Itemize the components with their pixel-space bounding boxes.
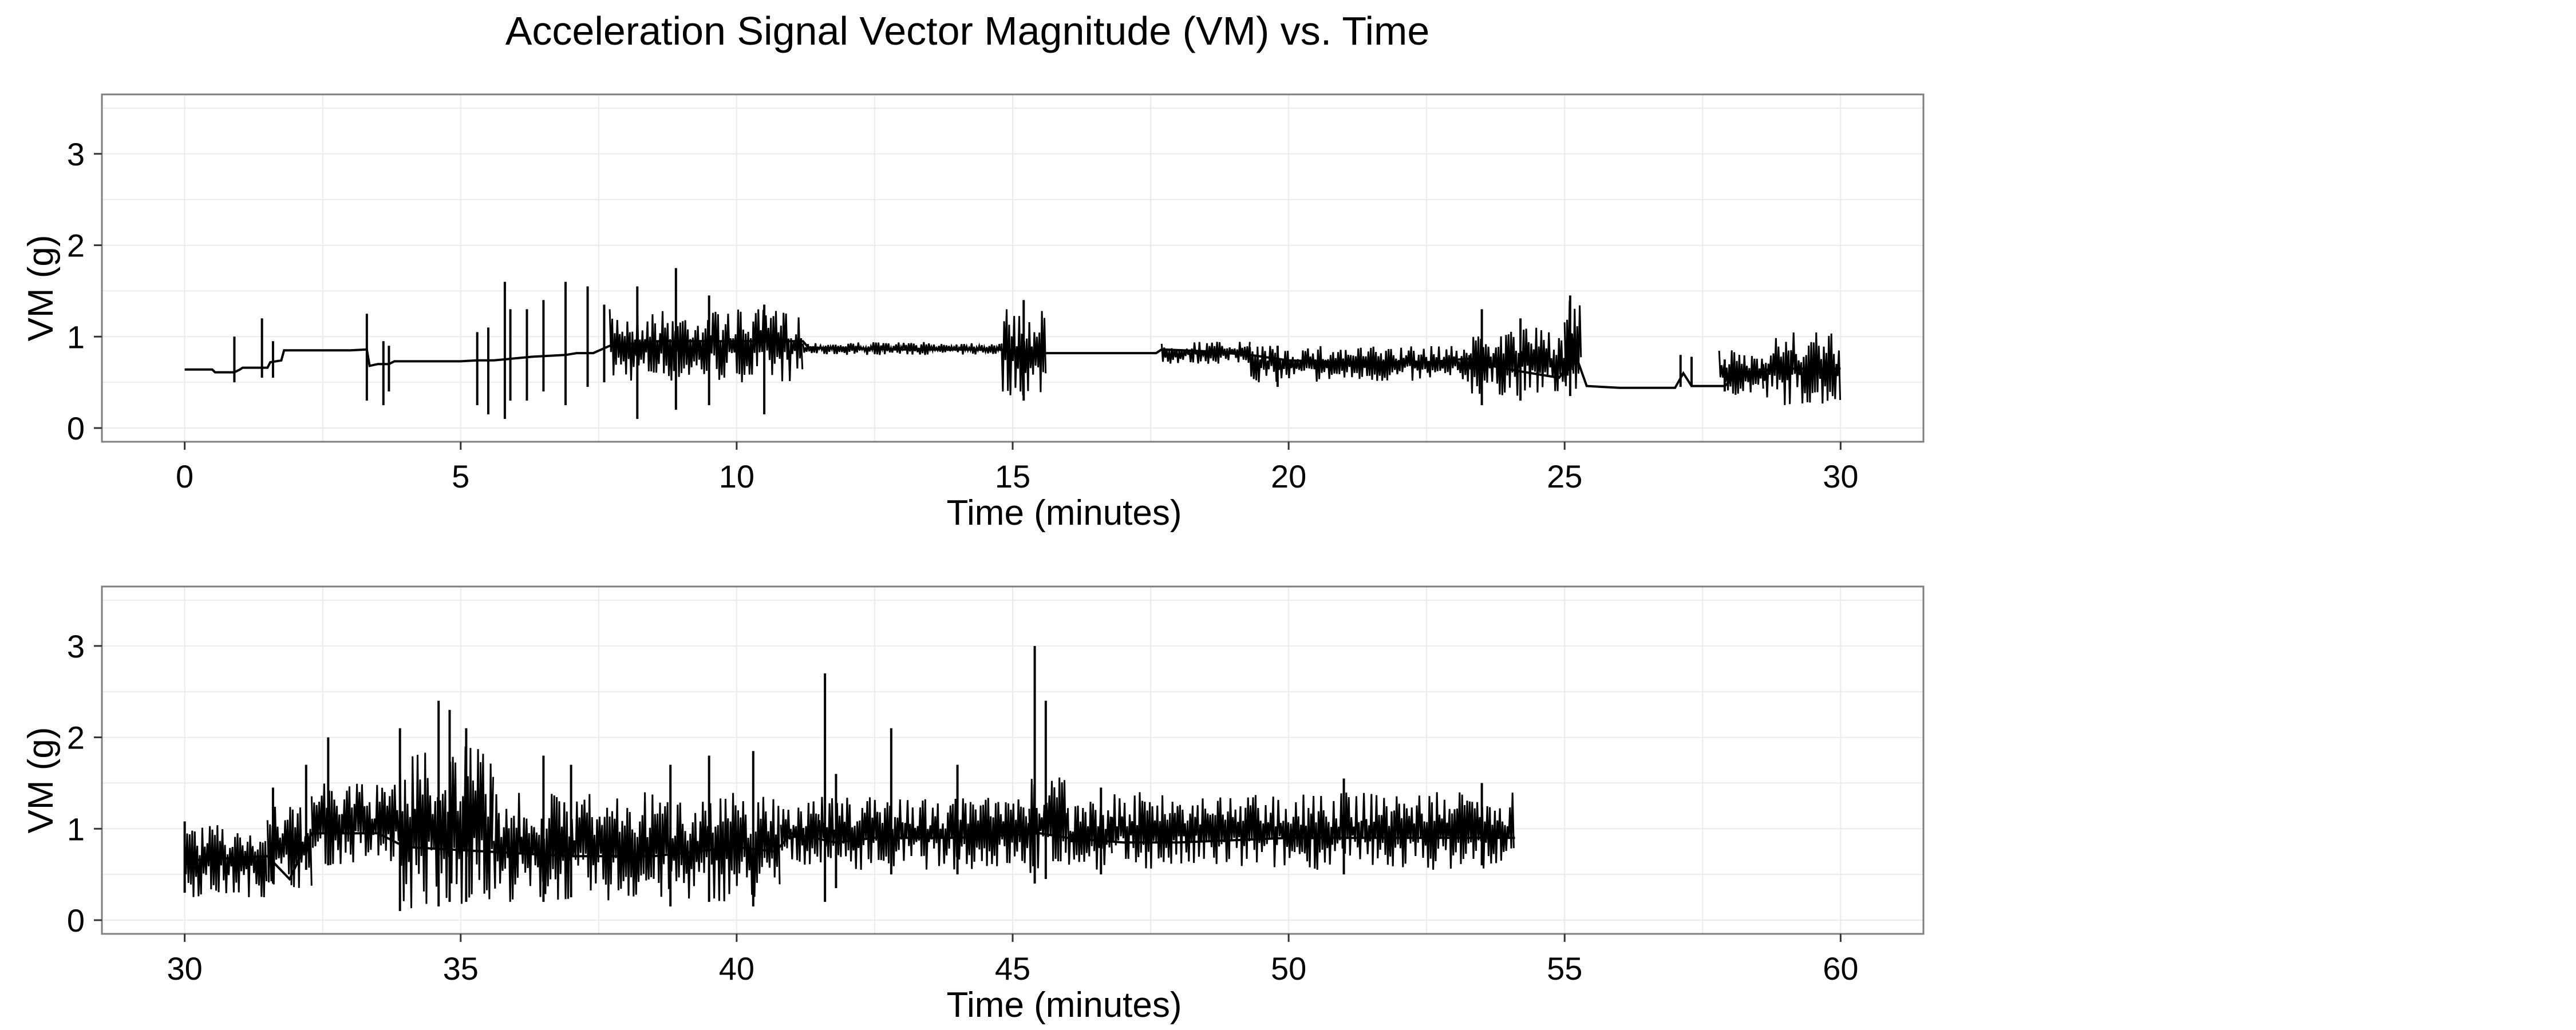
signal-dense-segment — [1469, 327, 1577, 396]
y-axis: 0 1 2 3 — [67, 136, 102, 446]
y-axis: 0 1 2 3 — [67, 628, 102, 938]
vm-signal — [183, 645, 1515, 912]
vm-signal — [184, 268, 1842, 419]
grid-lines — [102, 94, 1923, 442]
signal-dense-segment — [780, 801, 820, 865]
figure-title: Acceleration Signal Vector Magnitude (VM… — [505, 9, 1430, 53]
signal-dense-segment — [609, 309, 804, 383]
x-tick-label: 15 — [995, 458, 1030, 494]
y-tick-label: 3 — [67, 136, 85, 172]
y-axis-title: VM (g) — [21, 727, 61, 834]
signal-dense-segment — [1762, 332, 1842, 405]
signal-dense-segment — [1563, 300, 1582, 389]
x-axis-title: Time (minutes) — [946, 985, 1182, 1025]
x-tick-label: 50 — [1271, 950, 1306, 987]
signal-dense-segment — [1160, 342, 1251, 364]
y-tick-label: 0 — [67, 410, 85, 446]
signal-dense-segment — [819, 797, 1030, 870]
y-tick-label: 0 — [67, 902, 85, 938]
y-tick-label: 2 — [67, 720, 85, 756]
x-tick-label: 30 — [1823, 458, 1858, 494]
signal-dense-segment — [1066, 802, 1113, 870]
chart-panel-1: 0 5 10 15 20 25 30 0 1 2 3 Time (minutes) VM (g) — [21, 93, 1925, 533]
chart-panel-2: 30 35 40 45 50 55 60 0 1 2 3 Time (minutes) VM (g) — [21, 585, 1925, 1025]
signal-dense-segment — [1111, 792, 1515, 870]
y-tick-label: 2 — [67, 228, 85, 264]
x-tick-label: 45 — [995, 950, 1030, 987]
signal-dense-segment — [399, 746, 494, 909]
y-tick-label: 3 — [67, 628, 85, 664]
signal-dense-segment — [1249, 346, 1472, 383]
x-tick-label: 35 — [443, 950, 479, 987]
x-axis: 0 5 10 15 20 25 30 — [176, 442, 1859, 494]
x-axis: 30 35 40 45 50 55 60 — [167, 934, 1859, 987]
x-tick-label: 60 — [1823, 950, 1858, 987]
y-tick-label: 1 — [67, 319, 85, 355]
x-tick-label: 30 — [167, 950, 202, 987]
x-tick-label: 40 — [719, 950, 754, 987]
signal-dense-segment — [493, 792, 781, 902]
signal-dense-segment — [1718, 350, 1764, 395]
x-tick-label: 5 — [452, 458, 469, 494]
signal-dense-segment — [266, 806, 313, 888]
x-tick-label: 10 — [719, 458, 754, 494]
x-tick-label: 25 — [1547, 458, 1582, 494]
x-tick-label: 55 — [1547, 950, 1582, 987]
y-tick-label: 1 — [67, 811, 85, 847]
signal-dense-segment — [802, 342, 1002, 355]
x-axis-title: Time (minutes) — [946, 493, 1182, 533]
x-tick-label: 20 — [1271, 458, 1306, 494]
signal-dense-segment — [310, 783, 401, 865]
x-tick-label: 0 — [176, 458, 193, 494]
y-axis-title: VM (g) — [21, 235, 61, 342]
signal-dense-segment — [184, 825, 268, 898]
